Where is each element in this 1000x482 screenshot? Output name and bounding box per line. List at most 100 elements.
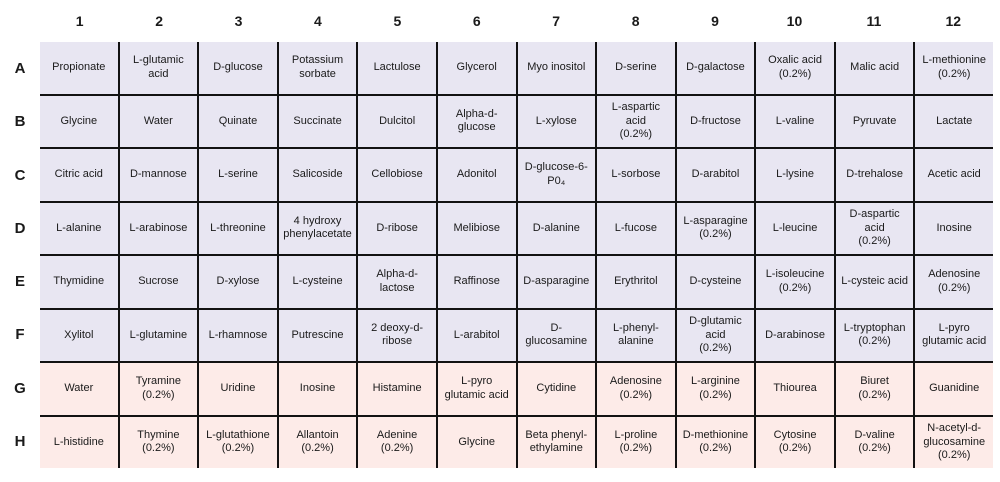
well-H1: L-histidine (40, 416, 118, 468)
column-headers: 1 2 3 4 5 6 7 8 9 10 11 12 (40, 0, 993, 42)
well-H9: D-methionine (0.2%) (676, 416, 755, 468)
well-D3: L-threonine (199, 202, 277, 254)
well-C5: Cellobiose (358, 149, 436, 201)
well-A9: D-galactose (676, 42, 755, 94)
well-F3: L-rhamnose (199, 309, 277, 361)
well-F5: 2 deoxy-d- ribose (358, 309, 436, 361)
well-D5: D-ribose (358, 202, 436, 254)
well-G12: Guanidine (915, 363, 993, 415)
well-B1: Glycine (40, 95, 118, 147)
well-B3: Quinate (199, 95, 277, 147)
row-label-D: D (14, 219, 26, 237)
well-G3: Uridine (199, 363, 277, 415)
well-F10: D-arabinose (756, 309, 834, 361)
well-C9: D-arabitol (676, 149, 755, 201)
well-H4: Allantoin (0.2%) (278, 416, 357, 468)
column-header-5: 5 (393, 13, 402, 29)
column-header-2: 2 (155, 13, 164, 29)
column-header-6: 6 (472, 13, 481, 29)
row-label-G: G (14, 379, 26, 397)
column-header-3: 3 (234, 13, 243, 29)
well-B8: L-aspartic acid (0.2%) (597, 95, 675, 147)
well-A7: Myo inositol (517, 42, 596, 94)
well-H12: N-acetyl-d- glucosamine (0.2%) (915, 416, 993, 468)
row-label-C: C (14, 166, 26, 184)
well-D7: D-alanine (517, 202, 596, 254)
well-B2: Water (119, 95, 198, 147)
well-C2: D-mannose (119, 149, 198, 201)
well-F11: L-tryptophan (0.2%) (835, 309, 914, 361)
well-B9: D-fructose (676, 95, 755, 147)
well-D6: Melibiose (437, 202, 516, 254)
well-D9: L-asparagine (0.2%) (676, 202, 755, 254)
well-G10: Thiourea (756, 363, 834, 415)
well-G5: Histamine (358, 363, 436, 415)
well-A12: L-methionine (0.2%) (915, 42, 993, 94)
well-F4: Putrescine (278, 309, 357, 361)
well-C11: D-trehalose (835, 149, 914, 201)
well-H8: L-proline (0.2%) (597, 416, 675, 468)
row-label-H: H (14, 432, 26, 450)
well-G6: L-pyro glutamic acid (437, 363, 516, 415)
well-H10: Cytosine (0.2%) (756, 416, 834, 468)
well-E11: L-cysteic acid (835, 256, 914, 308)
well-B12: Lactate (915, 95, 993, 147)
well-E3: D-xylose (199, 256, 277, 308)
well-G8: Adenosine (0.2%) (597, 363, 675, 415)
well-A6: Glycerol (437, 42, 516, 94)
well-C1: Citric acid (40, 149, 118, 201)
well-A1: Propionate (40, 42, 118, 94)
row-label-E: E (14, 273, 25, 291)
row-label-F: F (15, 326, 25, 344)
well-B6: Alpha-d- glucose (437, 95, 516, 147)
well-F6: L-arabitol (437, 309, 516, 361)
well-C7: D-glucose-6- P0₄ (517, 149, 596, 201)
well-G4: Inosine (278, 363, 357, 415)
column-header-7: 7 (552, 13, 561, 29)
well-A11: Malic acid (835, 42, 914, 94)
well-E4: L-cysteine (278, 256, 357, 308)
well-C8: L-sorbose (597, 149, 675, 201)
well-B10: L-valine (756, 95, 834, 147)
well-A3: D-glucose (199, 42, 277, 94)
well-E8: Erythritol (597, 256, 675, 308)
column-header-11: 11 (866, 13, 882, 29)
well-G7: Cytidine (517, 363, 596, 415)
well-G11: Biuret (0.2%) (835, 363, 914, 415)
well-G2: Tyramine (0.2%) (119, 363, 198, 415)
well-E5: Alpha-d- lactose (358, 256, 436, 308)
well-F12: L-pyro glutamic acid (915, 309, 993, 361)
well-F2: L-glutamine (119, 309, 198, 361)
column-header-1: 1 (75, 13, 84, 29)
column-header-9: 9 (711, 13, 719, 29)
column-header-12: 12 (945, 13, 962, 29)
column-header-4: 4 (314, 13, 322, 29)
well-C3: L-serine (199, 149, 277, 201)
well-B11: Pyruvate (835, 95, 914, 147)
well-D8: L-fucose (597, 202, 675, 254)
row-labels: A B C D E F G H (0, 42, 40, 468)
well-A4: Potassium sorbate (278, 42, 357, 94)
well-A8: D-serine (597, 42, 675, 94)
well-A5: Lactulose (358, 42, 436, 94)
well-H3: L-glutathione (0.2%) (199, 416, 277, 468)
well-F9: D-glutamic acid (0.2%) (676, 309, 755, 361)
well-A2: L-glutamic acid (119, 42, 198, 94)
well-F8: L-phenyl- alanine (597, 309, 675, 361)
well-C6: Adonitol (437, 149, 516, 201)
row-label-A: A (14, 60, 26, 78)
well-D12: Inosine (915, 202, 993, 254)
well-A10: Oxalic acid (0.2%) (756, 42, 834, 94)
well-B7: L-xylose (517, 95, 596, 147)
well-E10: L-isoleucine (0.2%) (756, 256, 834, 308)
well-H6: Glycine (437, 416, 516, 468)
well-H11: D-valine (0.2%) (835, 416, 914, 468)
row-label-B: B (14, 113, 26, 131)
well-G9: L-arginine (0.2%) (676, 363, 755, 415)
column-header-10: 10 (786, 13, 803, 29)
well-G1: Water (40, 363, 118, 415)
well-D1: L-alanine (40, 202, 118, 254)
well-D11: D-aspartic acid (0.2%) (835, 202, 914, 254)
well-D10: L-leucine (756, 202, 834, 254)
